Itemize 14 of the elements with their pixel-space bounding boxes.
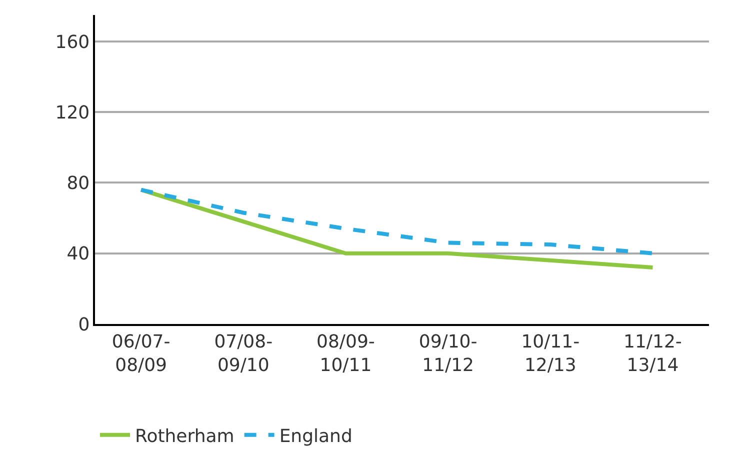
y-tick-label: 0 (78, 314, 90, 336)
y-tick-label: 120 (55, 102, 90, 124)
legend-label: Rotherham (135, 426, 234, 447)
line-series (139, 188, 655, 256)
x-tick-label: 10/11- 12/13 (521, 331, 580, 376)
y-tick-label: 40 (66, 244, 90, 265)
y-tick-label: 160 (55, 32, 90, 53)
x-tick-label: 07/08- 09/10 (214, 331, 273, 376)
y-tick-label: 80 (66, 173, 90, 194)
x-tick-label: 08/09- 10/11 (316, 331, 375, 376)
x-tick-label: 11/12- 13/14 (624, 331, 682, 376)
legend-label: England (279, 426, 352, 447)
x-tick-label: 06/07- 08/09 (112, 331, 170, 376)
x-tick-label: 09/10- 11/12 (418, 331, 478, 376)
